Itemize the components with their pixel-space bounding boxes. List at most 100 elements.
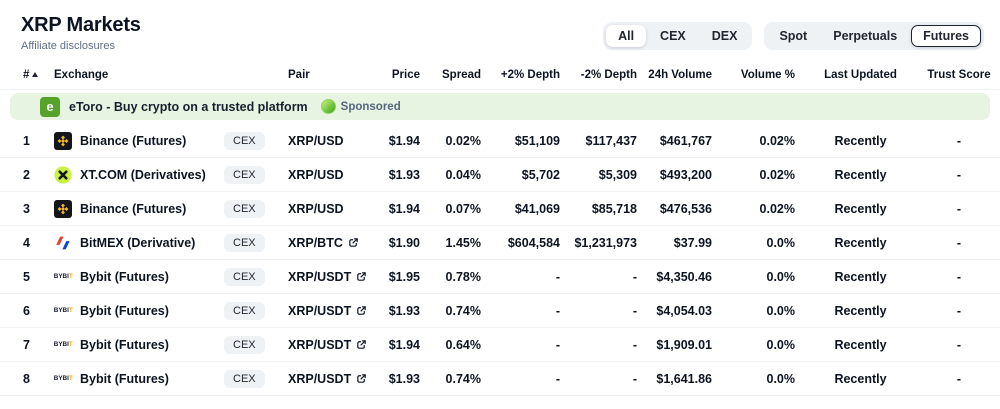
external-link-icon[interactable] (356, 373, 367, 384)
filter-all-button[interactable]: All (606, 25, 647, 47)
pair-label: XRP/USDT (288, 303, 352, 318)
table-row[interactable]: 2 XT.COM (Derivatives) CEX XRP/USD $1.93… (0, 158, 1000, 192)
minus-depth-cell: $1,231,973 (574, 235, 637, 250)
pair-cell[interactable]: XRP/USD (288, 202, 388, 216)
pair-cell[interactable]: XRP/USDT (288, 372, 388, 386)
external-link-icon[interactable] (356, 339, 367, 350)
pair-cell[interactable]: XRP/USDT (288, 270, 388, 284)
plus-depth-cell: - (555, 303, 560, 318)
plus-depth-cell: - (555, 269, 560, 284)
filter-perpetuals-button[interactable]: Perpetuals (821, 25, 909, 47)
column-header-exchange[interactable]: Exchange (54, 68, 109, 81)
column-header-trust-score[interactable]: Trust Score (927, 68, 991, 81)
exchange-cell[interactable]: BYBIT Bybit (Futures) (44, 336, 224, 354)
type-cell: CEX (224, 199, 288, 218)
column-header-rank[interactable]: # (0, 69, 44, 81)
sponsored-banner[interactable]: e eToro - Buy crypto on a trusted platfo… (10, 93, 990, 120)
price-cell: $1.94 (388, 201, 420, 216)
bybit-icon: BYBIT (53, 341, 73, 348)
filter-cex-button[interactable]: CEX (648, 25, 698, 47)
binance-icon (54, 199, 72, 218)
sponsored-label: Sponsored (340, 100, 401, 113)
minus-depth-cell: $117,437 (585, 133, 637, 148)
rank-header-label: # (23, 68, 30, 81)
plus-depth-cell: $41,069 (514, 201, 560, 216)
table-row[interactable]: 1 Binance (Futures) CEX XRP/USD $1.94 0.… (0, 124, 1000, 158)
type-cell: CEX (224, 369, 288, 388)
sort-ascending-icon (32, 72, 39, 77)
volume-pct-cell: 0.0% (766, 371, 796, 386)
plus-depth-cell: $5,702 (521, 167, 560, 182)
table-row[interactable]: 8 BYBIT Bybit (Futures) CEX XRP/USDT $1.… (0, 362, 1000, 396)
type-cell: CEX (224, 131, 288, 150)
markets-table: # Exchange Pair Price Spread +2% Depth -… (0, 60, 1000, 396)
exchange-name: Bybit (Futures) (80, 337, 169, 352)
table-row[interactable]: 4 BitMEX (Derivative) CEX XRP/BTC $1.90 … (0, 226, 1000, 260)
exchange-cell[interactable]: BitMEX (Derivative) (44, 234, 224, 252)
minus-depth-cell: - (632, 337, 637, 352)
affiliate-disclosures-link[interactable]: Affiliate disclosures (21, 40, 115, 52)
external-link-icon[interactable] (356, 271, 367, 282)
bybit-icon: BYBIT (53, 273, 73, 280)
exchange-cell[interactable]: XT.COM (Derivatives) (44, 165, 224, 184)
minus-depth-cell: - (632, 371, 637, 386)
minus-depth-cell: $5,309 (598, 167, 637, 182)
pair-cell[interactable]: XRP/USDT (288, 338, 388, 352)
column-header-minus-depth[interactable]: -2% Depth (580, 68, 637, 81)
external-link-icon[interactable] (356, 305, 367, 316)
exchange-name: Binance (Futures) (80, 201, 187, 216)
volume-pct-cell: 0.02% (759, 201, 795, 216)
exchange-cell[interactable]: Binance (Futures) (44, 131, 224, 150)
column-header-volume-pct[interactable]: Volume % (740, 68, 795, 81)
market-type-badge: CEX (224, 233, 265, 252)
pair-cell[interactable]: XRP/USD (288, 168, 388, 182)
last-updated-cell: Recently (834, 133, 887, 148)
exchange-cell[interactable]: Binance (Futures) (44, 199, 224, 218)
volume-24h-cell: $1,909.01 (656, 337, 712, 352)
exchange-cell[interactable]: BYBIT Bybit (Futures) (44, 268, 224, 286)
filter-spot-button[interactable]: Spot (767, 25, 819, 47)
exchange-cell[interactable]: BYBIT Bybit (Futures) (44, 302, 224, 320)
external-link-icon[interactable] (348, 237, 359, 248)
exchange-name: BitMEX (Derivative) (80, 235, 196, 250)
pair-cell[interactable]: XRP/USDT (288, 304, 388, 318)
binance-icon (54, 131, 72, 150)
pair-cell[interactable]: XRP/BTC (288, 236, 388, 250)
type-cell: CEX (224, 335, 288, 354)
sponsored-banner-text: eToro - Buy crypto on a trusted platform (69, 99, 308, 114)
column-header-spread[interactable]: Spread (442, 68, 481, 81)
last-updated-cell: Recently (834, 235, 887, 250)
market-type-badge: CEX (224, 369, 265, 388)
pair-label: XRP/USDT (288, 337, 352, 352)
column-header-plus-depth[interactable]: +2% Depth (500, 68, 560, 81)
filter-dex-button[interactable]: DEX (700, 25, 750, 47)
price-cell: $1.94 (388, 133, 420, 148)
sponsored-badge: Sponsored (320, 99, 401, 114)
table-row[interactable]: 3 Binance (Futures) CEX XRP/USD $1.94 0.… (0, 192, 1000, 226)
rank-cell: 8 (23, 371, 30, 386)
column-header-24h-volume[interactable]: 24h Volume (648, 68, 712, 81)
filter-futures-button[interactable]: Futures (911, 25, 981, 47)
column-header-last-updated[interactable]: Last Updated (824, 68, 897, 81)
pair-cell[interactable]: XRP/USD (288, 134, 388, 148)
exchange-name: Bybit (Futures) (80, 371, 169, 386)
spread-cell: 0.02% (445, 133, 481, 148)
last-updated-cell: Recently (834, 303, 887, 318)
volume-24h-cell: $4,350.46 (656, 269, 712, 284)
last-updated-cell: Recently (834, 337, 887, 352)
spread-cell: 1.45% (445, 235, 481, 250)
etoro-icon: e (40, 96, 60, 117)
exchange-name: Bybit (Futures) (80, 269, 169, 284)
table-header: # Exchange Pair Price Spread +2% Depth -… (0, 60, 1000, 90)
price-cell: $1.93 (388, 303, 420, 318)
exchange-cell[interactable]: BYBIT Bybit (Futures) (44, 370, 224, 388)
table-row[interactable]: 7 BYBIT Bybit (Futures) CEX XRP/USDT $1.… (0, 328, 1000, 362)
price-cell: $1.95 (388, 269, 420, 284)
pair-label: XRP/USDT (288, 269, 352, 284)
price-cell: $1.93 (388, 371, 420, 386)
column-header-price[interactable]: Price (391, 68, 420, 81)
table-row[interactable]: 6 BYBIT Bybit (Futures) CEX XRP/USDT $1.… (0, 294, 1000, 328)
table-row[interactable]: 5 BYBIT Bybit (Futures) CEX XRP/USDT $1.… (0, 260, 1000, 294)
column-header-pair[interactable]: Pair (288, 68, 310, 81)
type-cell: CEX (224, 267, 288, 286)
